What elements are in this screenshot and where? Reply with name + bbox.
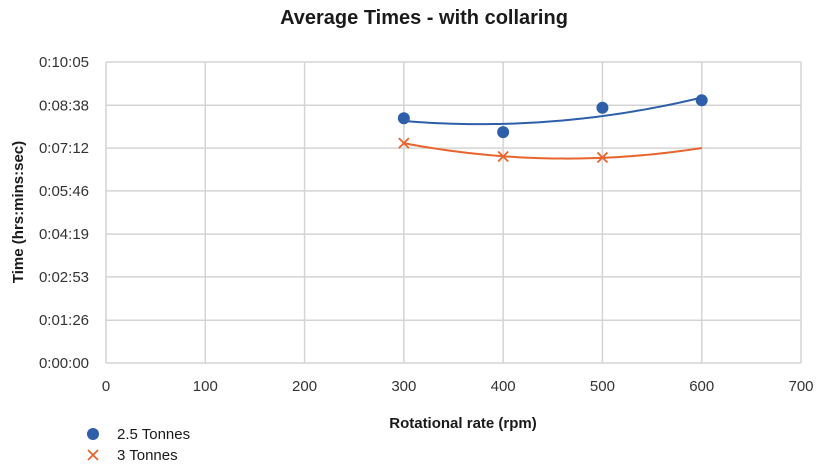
x-tick-label: 0 [102,378,110,395]
data-point-series-1 [596,151,609,164]
data-point-series-0 [397,112,410,125]
legend-marker-x-icon [87,449,99,461]
y-tick-label: 0:07:12 [39,140,89,157]
x-tick-label: 400 [491,378,516,395]
legend-label: 2.5 Tonnes [117,426,190,443]
y-tick-label: 0:02:53 [39,269,89,286]
trendlines [403,96,702,160]
trendline-series-0 [403,96,702,126]
x-tick-label: 100 [193,378,218,395]
x-axis-ticks: 0 100 200 300 400 500 600 700 [102,378,814,395]
y-tick-label: 0:08:38 [39,97,89,114]
x-tick-label: 300 [391,378,416,395]
x-axis-label: Rotational rate (rpm) [389,415,537,432]
data-point-series-0 [596,101,609,114]
x-tick-label: 600 [689,378,714,395]
y-tick-label: 0:05:46 [39,183,89,200]
y-tick-label: 0:10:05 [39,54,89,71]
trendline-series-1 [403,142,702,160]
y-axis-ticks: 0:00:00 0:01:26 0:02:53 0:04:19 0:05:46 0:07:… [39,54,89,372]
legend: 2.5 Tonnes 3 Tonnes [87,426,190,464]
x-tick-label: 200 [292,378,317,395]
data-point-series-0 [497,126,510,139]
y-tick-label: 0:00:00 [39,355,89,372]
data-point-series-0 [695,94,708,107]
x-tick-label: 500 [590,378,615,395]
y-tick-label: 0:04:19 [39,226,89,243]
y-tick-label: 0:01:26 [39,312,89,329]
y-axis-label: Time (hrs:mins:sec) [10,141,27,283]
chart-title: Average Times - with collaring [280,7,568,29]
data-point-series-1 [497,150,509,163]
x-tick-label: 700 [788,378,813,395]
grid [105,61,802,364]
legend-label: 3 Tonnes [117,447,178,464]
legend-marker-circle-icon [87,428,99,440]
data-markers [397,94,708,164]
data-point-series-1 [398,137,410,149]
